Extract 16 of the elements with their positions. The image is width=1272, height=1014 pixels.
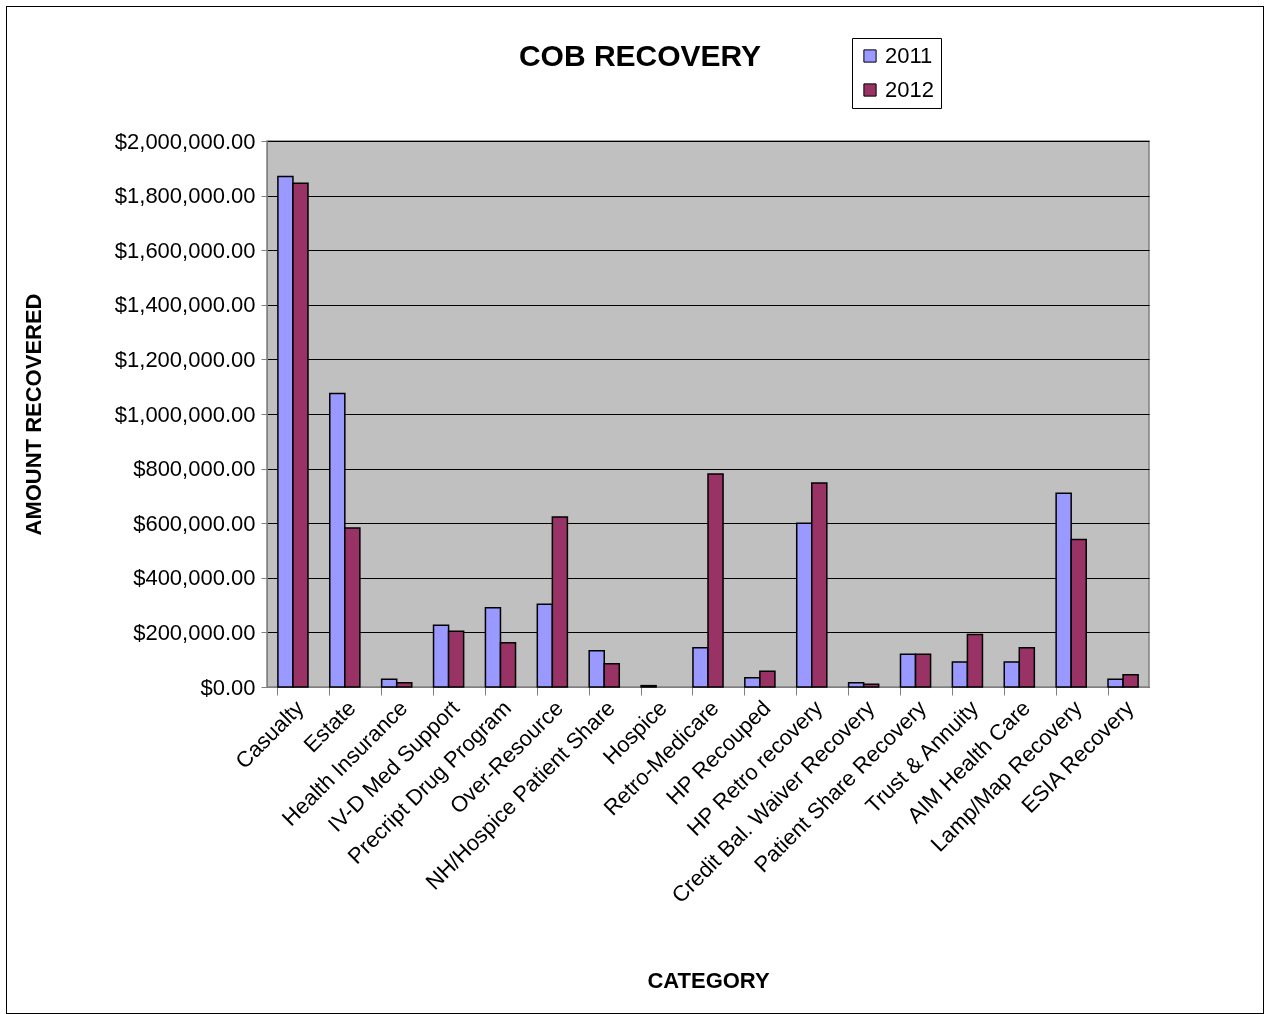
x-axis-title: CATEGORY (647, 967, 770, 993)
y-tick-label: $1,800,000.00 (114, 183, 256, 209)
y-tick-label: $1,200,000.00 (114, 346, 256, 372)
y-tick-label: $800,000.00 (133, 456, 256, 482)
y-tick-label: $200,000.00 (133, 619, 256, 645)
y-tick-label: $2,000,000.00 (114, 128, 256, 154)
y-tick-label: $1,600,000.00 (114, 237, 256, 263)
y-tick-label: $400,000.00 (133, 565, 256, 591)
legend-label: 2012 (885, 77, 934, 102)
legend-label: 2011 (885, 43, 933, 68)
y-axis-title: AMOUNT RECOVERED (20, 293, 46, 536)
y-tick-label: $600,000.00 (133, 510, 256, 536)
y-tick-label: $1,000,000.00 (114, 401, 256, 427)
y-tick-label: $0.00 (200, 674, 256, 700)
chart-title: COB RECOVERY (518, 39, 762, 72)
y-tick-label: $1,400,000.00 (114, 292, 256, 318)
